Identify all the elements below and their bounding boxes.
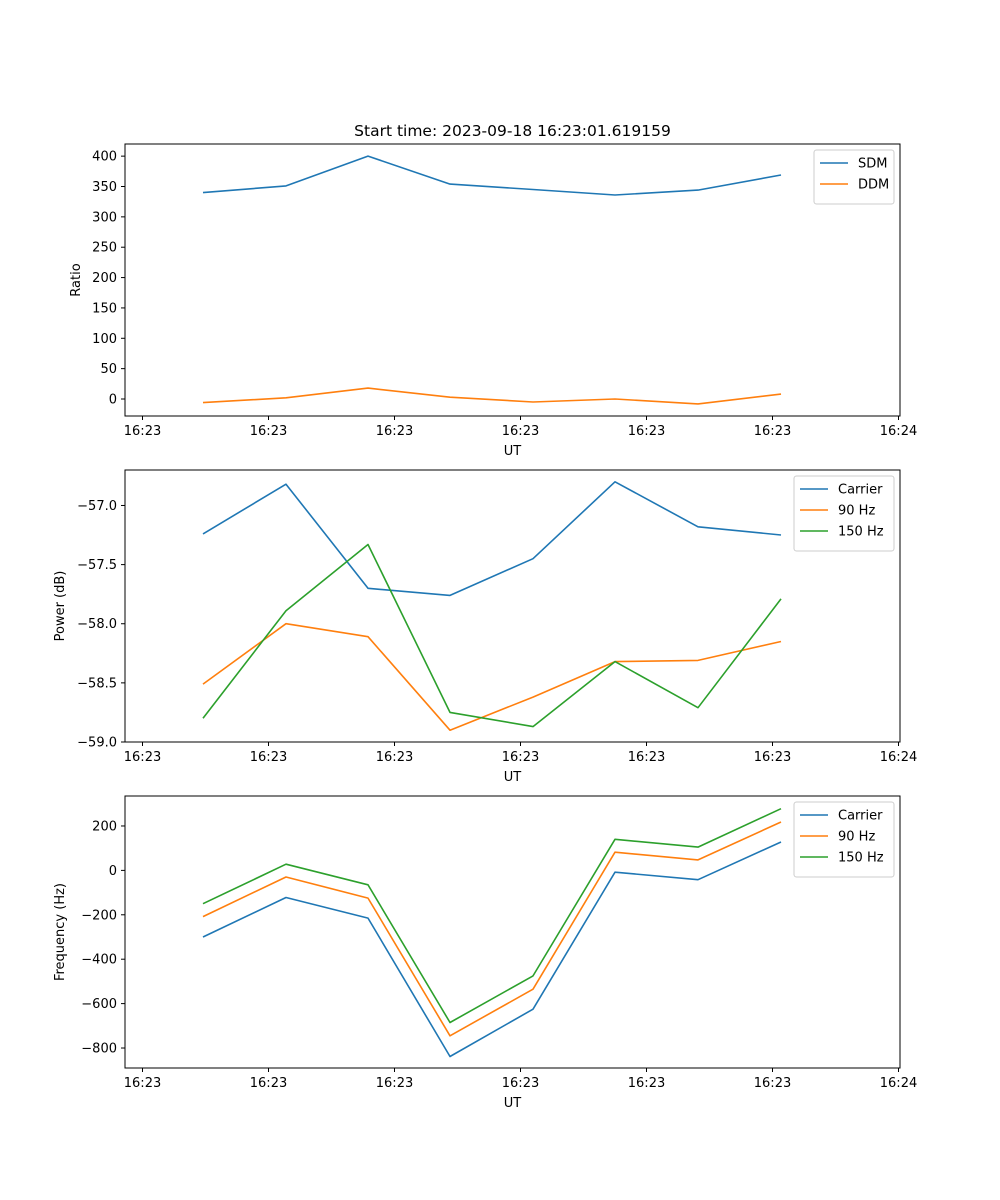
panel-2: 16:23 16:23 16:23 16:23 16:23 16:23 16:24 −59.0… xyxy=(53,469,917,785)
y-tick-label: 0 xyxy=(109,393,117,408)
x-tick-label: 16:23 xyxy=(376,1076,413,1091)
y-tick-label: 50 xyxy=(100,362,117,377)
legend: Carrier 90 Hz 150 Hz xyxy=(793,475,895,552)
legend-label: 150 Hz xyxy=(838,525,884,540)
legend-label: 90 Hz xyxy=(838,504,875,519)
legend: SDM DDM xyxy=(813,149,895,205)
chart-title: Start time: 2023-09-18 16:23:01.619159 xyxy=(354,122,671,140)
legend-label: 90 Hz xyxy=(838,830,875,845)
x-tick-label: 16:23 xyxy=(124,424,161,439)
x-tick-label: 16:23 xyxy=(250,424,287,439)
y-tick-label: 200 xyxy=(92,271,117,286)
legend-label: DDM xyxy=(858,178,889,193)
legend: Carrier 90 Hz 150 Hz xyxy=(793,801,895,878)
axes-frame xyxy=(124,469,901,743)
series-line-90-hz xyxy=(202,622,782,732)
axes-frame xyxy=(124,795,901,1069)
y-tick-label: 0 xyxy=(109,864,117,879)
panel-1: 16:23 16:23 16:23 16:23 16:23 16:23 16:24 0 50 10… xyxy=(69,143,917,459)
x-tick-label: 16:23 xyxy=(250,1076,287,1091)
x-axis-label: UT xyxy=(504,444,522,459)
axes-frame xyxy=(124,143,901,417)
y-tick-label: 300 xyxy=(92,210,117,225)
x-tick-label: 16:23 xyxy=(628,1076,665,1091)
legend-box xyxy=(793,475,895,552)
x-tick-label: 16:23 xyxy=(376,750,413,765)
legend-label: SDM xyxy=(858,157,887,172)
y-tick-label: −58.5 xyxy=(77,676,117,691)
x-tick-label: 16:23 xyxy=(754,424,791,439)
series-line-ddm xyxy=(202,387,782,405)
y-axis-label: Frequency (Hz) xyxy=(53,883,68,981)
legend-box xyxy=(793,801,895,878)
x-tick-label: 16:24 xyxy=(880,750,917,765)
x-tick-label: 16:24 xyxy=(880,1076,917,1091)
y-tick-label: −400 xyxy=(81,953,117,968)
y-tick-label: −58.0 xyxy=(77,617,117,632)
series-line-150-hz xyxy=(202,807,782,1024)
series-line-150-hz xyxy=(202,543,782,728)
y-tick-label: 250 xyxy=(92,241,117,256)
legend-label: Carrier xyxy=(838,483,883,498)
series-line-carrier xyxy=(202,841,782,1058)
y-tick-label: −200 xyxy=(81,908,117,923)
x-tick-label: 16:23 xyxy=(250,750,287,765)
y-tick-label: 100 xyxy=(92,332,117,347)
x-tick-label: 16:23 xyxy=(502,750,539,765)
x-tick-label: 16:23 xyxy=(628,424,665,439)
series-line-carrier xyxy=(202,480,782,597)
y-tick-label: −57.5 xyxy=(77,558,117,573)
y-tick-label: 150 xyxy=(92,301,117,316)
y-tick-label: 400 xyxy=(92,150,117,165)
legend-label: Carrier xyxy=(838,809,883,824)
x-tick-label: 16:23 xyxy=(502,1076,539,1091)
series-line-sdm xyxy=(202,155,782,196)
y-tick-label: −600 xyxy=(81,997,117,1012)
y-axis-label: Ratio xyxy=(69,263,84,296)
y-tick-label: −800 xyxy=(81,1042,117,1057)
y-tick-label: −57.0 xyxy=(77,499,117,514)
x-tick-label: 16:23 xyxy=(124,1076,161,1091)
x-tick-label: 16:23 xyxy=(376,424,413,439)
series-line-90-hz xyxy=(202,821,782,1037)
y-axis-label: Power (dB) xyxy=(53,571,68,642)
panel-3: 16:23 16:23 16:23 16:23 16:23 16:23 16:24 −800 −… xyxy=(53,795,917,1111)
y-tick-label: 200 xyxy=(92,819,117,834)
x-axis-label: UT xyxy=(504,770,522,785)
y-tick-label: 350 xyxy=(92,180,117,195)
x-tick-label: 16:23 xyxy=(124,750,161,765)
x-tick-label: 16:24 xyxy=(880,424,917,439)
y-tick-label: −59.0 xyxy=(77,736,117,751)
x-axis-label: UT xyxy=(504,1096,522,1111)
x-tick-label: 16:23 xyxy=(754,1076,791,1091)
x-tick-label: 16:23 xyxy=(502,424,539,439)
x-tick-label: 16:23 xyxy=(628,750,665,765)
x-tick-label: 16:23 xyxy=(754,750,791,765)
legend-label: 150 Hz xyxy=(838,851,884,866)
